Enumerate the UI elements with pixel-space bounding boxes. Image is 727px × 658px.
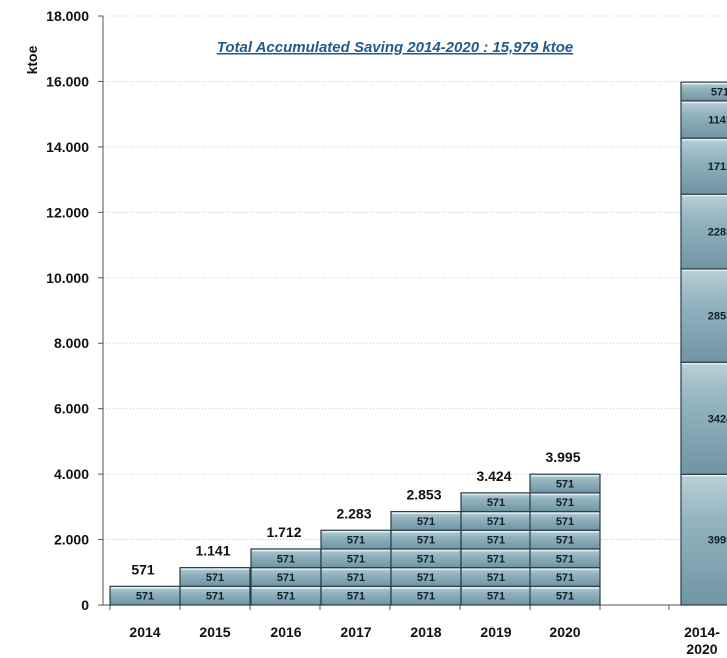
segment-label: 3424 xyxy=(708,413,727,425)
y-tick-label: 14.000 xyxy=(46,139,89,155)
segment-label: 571 xyxy=(417,572,435,584)
segment-label: 571 xyxy=(556,479,574,491)
bar-total-label: 571 xyxy=(131,561,155,577)
segment-label: 571 xyxy=(556,591,574,603)
segment-label: 571 xyxy=(347,572,365,584)
segment-label: 571 xyxy=(277,553,295,565)
segment-label: 1141 xyxy=(708,114,727,126)
bar-total-label: 2.283 xyxy=(336,505,371,521)
labels: 0 2.000 4.000 6.000 8.000 10.000 12.000 14.000 1… xyxy=(46,8,727,657)
segment-label: 3995 xyxy=(708,535,727,547)
segment-label: 571 xyxy=(487,516,505,528)
category-label: 2016 xyxy=(270,624,301,640)
bar-segment xyxy=(179,567,251,587)
segment-label: 571 xyxy=(206,591,224,603)
segment-label: 1712 xyxy=(708,161,727,173)
y-tick-label: 4.000 xyxy=(54,466,89,482)
segment-label: 571 xyxy=(487,572,505,584)
segment-label: 2283 xyxy=(708,227,727,239)
bar-total-label: 3.424 xyxy=(476,468,511,484)
segment-label: 571 xyxy=(136,591,154,603)
segment-label: 571 xyxy=(556,572,574,584)
segment-label: 571 xyxy=(556,497,574,509)
segment-label: 571 xyxy=(277,572,295,584)
segment-label: 571 xyxy=(487,535,505,547)
y-tick-label: 0 xyxy=(81,597,89,613)
segment-label: 571 xyxy=(556,535,574,547)
category-label: 2020 xyxy=(549,624,580,640)
gridlines xyxy=(103,15,727,541)
segment-label: 571 xyxy=(417,516,435,528)
segment-label: 571 xyxy=(556,516,574,528)
category-label: 2015 xyxy=(199,624,230,640)
segment-label: 571 xyxy=(347,535,365,547)
y-tick-label: 12.000 xyxy=(46,204,89,220)
chart-title: Total Accumulated Saving 2014-2020 : 15,… xyxy=(217,39,574,56)
bars xyxy=(109,81,727,606)
segment-label: 571 xyxy=(487,591,505,603)
cumulative-category-label: 2020 xyxy=(686,641,717,657)
cumulative-bar-segment xyxy=(680,100,727,139)
segment-label: 571 xyxy=(556,553,574,565)
category-label: 2014 xyxy=(129,624,160,640)
segment-label: 571 xyxy=(417,591,435,603)
segment-label: 2853 xyxy=(708,311,727,323)
cumulative-bar-segment xyxy=(680,137,727,195)
cumulative-category-label: 2014- xyxy=(684,624,720,640)
bar-total-label: 3.995 xyxy=(545,449,580,465)
bar-total-label: 1.141 xyxy=(195,543,230,559)
y-tick-label: 18.000 xyxy=(46,8,89,24)
bar-segment xyxy=(529,473,601,494)
bar-total-label: 1.712 xyxy=(266,524,301,540)
y-tick-label: 8.000 xyxy=(54,335,89,351)
segment-label: 571 xyxy=(487,553,505,565)
segment-label: 571 xyxy=(417,553,435,565)
segment-label: 571 xyxy=(277,591,295,603)
y-axis-label: ktoe xyxy=(24,45,40,74)
y-tick-label: 16.000 xyxy=(46,73,89,89)
segment-label: 571 xyxy=(711,86,727,98)
segment-label: 571 xyxy=(487,497,505,509)
y-tick-label: 2.000 xyxy=(54,532,89,548)
cumulative-bar-segment xyxy=(680,81,727,102)
y-tick-label: 6.000 xyxy=(54,401,89,417)
segment-label: 571 xyxy=(417,535,435,547)
category-label: 2019 xyxy=(480,624,511,640)
y-tick-label: 10.000 xyxy=(46,270,89,286)
bar-total-label: 2.853 xyxy=(406,487,441,503)
category-label: 2017 xyxy=(340,624,371,640)
category-label: 2018 xyxy=(410,624,441,640)
segment-label: 571 xyxy=(347,553,365,565)
cumulative-bar-segment xyxy=(680,268,727,363)
segment-label: 571 xyxy=(206,572,224,584)
segment-label: 571 xyxy=(347,591,365,603)
